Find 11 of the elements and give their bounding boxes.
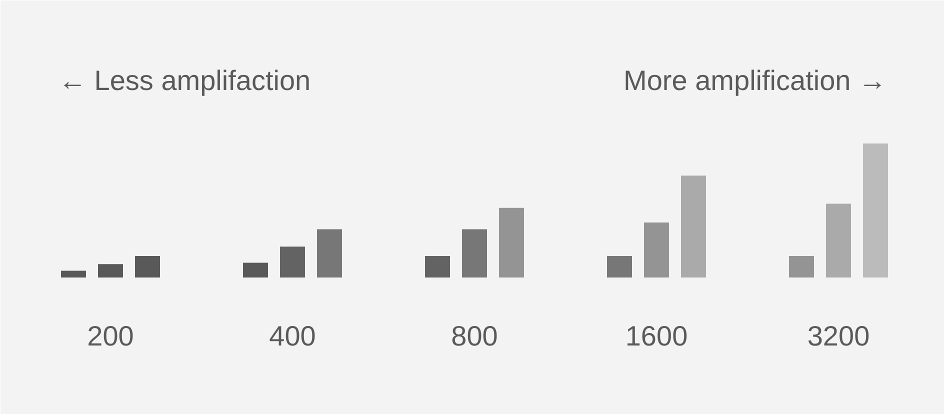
x-tick-label: 200	[87, 320, 134, 352]
text: More amplification →	[624, 65, 887, 96]
bar	[863, 144, 888, 278]
x-tick-label: 800	[451, 320, 498, 352]
bar	[61, 270, 86, 278]
x-tick-label: 3200	[807, 320, 870, 352]
x-tick-label: 1600	[625, 320, 688, 352]
bar	[243, 262, 268, 278]
x-tick-label: 400	[269, 320, 316, 352]
text: ← Less amplifaction	[58, 65, 311, 96]
bar	[280, 246, 305, 278]
